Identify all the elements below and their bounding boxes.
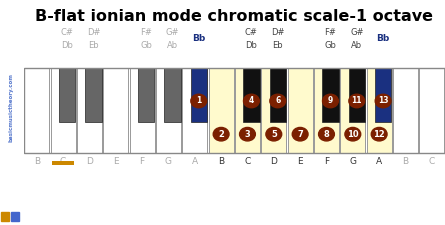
Text: 12: 12: [373, 130, 385, 139]
Text: Bb: Bb: [376, 34, 390, 43]
Text: D#: D#: [87, 28, 100, 37]
Bar: [367, 68, 392, 153]
Text: C#: C#: [245, 28, 258, 37]
Bar: [243, 68, 259, 122]
Circle shape: [349, 94, 364, 108]
Text: F#: F#: [140, 28, 152, 37]
Text: G: G: [349, 157, 356, 166]
Circle shape: [270, 94, 286, 108]
Text: 8: 8: [324, 130, 329, 139]
Circle shape: [213, 127, 229, 141]
Text: B: B: [218, 157, 224, 166]
Text: C: C: [244, 157, 251, 166]
Text: E: E: [297, 157, 303, 166]
Bar: [314, 68, 339, 153]
Bar: [24, 68, 49, 153]
Bar: [51, 68, 76, 153]
Text: Bb: Bb: [192, 34, 205, 43]
Bar: [375, 68, 391, 122]
Bar: [129, 68, 154, 153]
Text: D: D: [271, 157, 277, 166]
Circle shape: [239, 127, 255, 141]
Bar: [261, 68, 286, 153]
Text: 9: 9: [328, 97, 333, 106]
Bar: [85, 68, 101, 122]
Bar: [77, 68, 102, 153]
Text: 13: 13: [378, 97, 388, 106]
Bar: [103, 68, 128, 153]
Text: B: B: [402, 157, 409, 166]
Text: 3: 3: [245, 130, 251, 139]
Bar: [287, 68, 313, 153]
Text: D#: D#: [271, 28, 284, 37]
Text: G#: G#: [166, 28, 179, 37]
Text: Eb: Eb: [88, 40, 99, 50]
Bar: [190, 68, 207, 122]
Bar: [209, 68, 234, 153]
Bar: [11, 212, 19, 220]
Circle shape: [371, 127, 387, 141]
Text: 7: 7: [297, 130, 303, 139]
Circle shape: [243, 94, 259, 108]
Bar: [182, 68, 207, 153]
Text: Gb: Gb: [140, 40, 152, 50]
Text: 4: 4: [249, 97, 254, 106]
Text: Eb: Eb: [272, 40, 283, 50]
Text: G: G: [165, 157, 172, 166]
Bar: [235, 68, 260, 153]
Circle shape: [375, 94, 391, 108]
Text: Ab: Ab: [167, 40, 178, 50]
Bar: [322, 68, 339, 122]
Text: G#: G#: [350, 28, 364, 37]
Circle shape: [323, 94, 338, 108]
Bar: [156, 68, 181, 153]
Text: D: D: [86, 157, 93, 166]
Text: 6: 6: [275, 97, 280, 106]
Circle shape: [345, 127, 361, 141]
Text: B: B: [34, 157, 40, 166]
Bar: [164, 68, 181, 122]
Text: 11: 11: [352, 97, 362, 106]
Text: B-flat ionian mode chromatic scale-1 octave: B-flat ionian mode chromatic scale-1 oct…: [35, 9, 433, 24]
Text: C: C: [429, 157, 435, 166]
Text: 10: 10: [347, 130, 359, 139]
Text: 2: 2: [218, 130, 224, 139]
Text: F: F: [324, 157, 329, 166]
Circle shape: [191, 94, 206, 108]
Circle shape: [292, 127, 308, 141]
Text: Db: Db: [246, 40, 257, 50]
Text: basicmusictheory.com: basicmusictheory.com: [8, 74, 13, 142]
Circle shape: [319, 127, 334, 141]
Text: C#: C#: [61, 28, 73, 37]
Text: Db: Db: [61, 40, 73, 50]
Bar: [340, 68, 365, 153]
Bar: [348, 68, 365, 122]
Text: A: A: [376, 157, 382, 166]
Bar: [52, 161, 74, 165]
Bar: [419, 68, 445, 153]
Text: 1: 1: [196, 97, 201, 106]
Text: C: C: [60, 157, 66, 166]
Text: Gb: Gb: [324, 40, 336, 50]
Circle shape: [266, 127, 282, 141]
Text: E: E: [113, 157, 118, 166]
Bar: [24, 68, 445, 153]
Text: 5: 5: [271, 130, 277, 139]
Text: A: A: [192, 157, 198, 166]
Bar: [270, 68, 286, 122]
Text: F: F: [140, 157, 145, 166]
Text: Ab: Ab: [351, 40, 362, 50]
Text: F#: F#: [324, 28, 336, 37]
Bar: [1, 212, 9, 220]
Bar: [393, 68, 418, 153]
Bar: [59, 68, 75, 122]
Bar: [138, 68, 154, 122]
